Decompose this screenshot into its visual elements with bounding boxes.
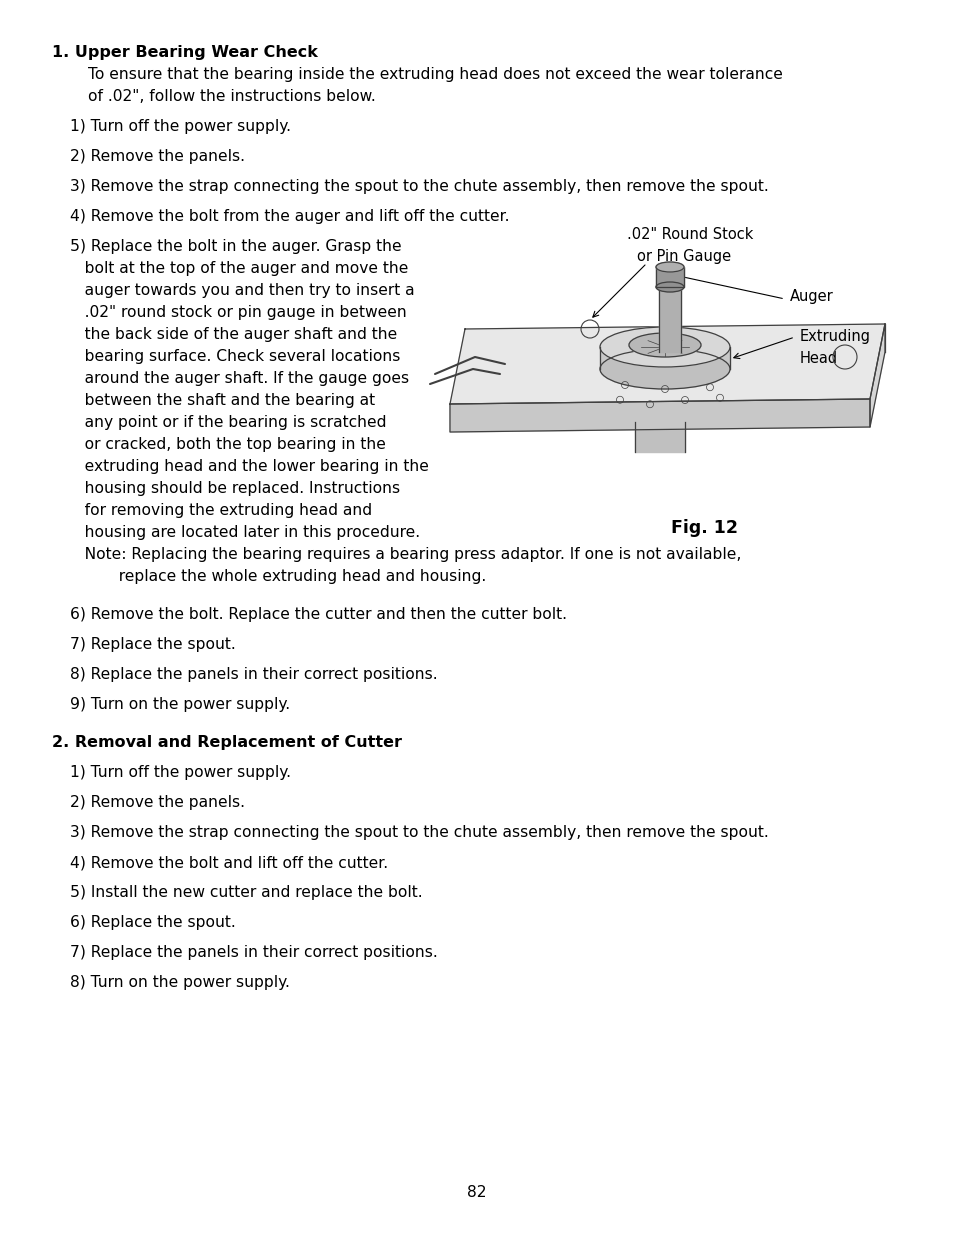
Polygon shape [659, 285, 680, 352]
Text: Head: Head [800, 351, 838, 366]
Polygon shape [450, 399, 869, 432]
Text: extruding head and the lower bearing in the: extruding head and the lower bearing in … [70, 459, 429, 474]
Text: 3) Remove the strap connecting the spout to the chute assembly, then remove the : 3) Remove the strap connecting the spout… [70, 179, 768, 194]
Text: or cracked, both the top bearing in the: or cracked, both the top bearing in the [70, 437, 385, 452]
Text: Note: Replacing the bearing requires a bearing press adaptor. If one is not avai: Note: Replacing the bearing requires a b… [70, 547, 740, 562]
Text: the back side of the auger shaft and the: the back side of the auger shaft and the [70, 327, 396, 342]
Ellipse shape [656, 262, 683, 272]
Text: 6) Remove the bolt. Replace the cutter and then the cutter bolt.: 6) Remove the bolt. Replace the cutter a… [70, 606, 566, 622]
Text: 82: 82 [467, 1186, 486, 1200]
Text: 1) Turn off the power supply.: 1) Turn off the power supply. [70, 119, 291, 135]
Text: 9) Turn on the power supply.: 9) Turn on the power supply. [70, 697, 290, 713]
Text: 2) Remove the panels.: 2) Remove the panels. [70, 795, 245, 810]
Text: 5) Replace the bolt in the auger. Grasp the: 5) Replace the bolt in the auger. Grasp … [70, 240, 401, 254]
Text: Auger: Auger [789, 289, 833, 304]
Text: 1) Turn off the power supply.: 1) Turn off the power supply. [70, 764, 291, 781]
Polygon shape [869, 324, 884, 427]
Text: 7) Replace the panels in their correct positions.: 7) Replace the panels in their correct p… [70, 945, 437, 960]
Text: .02" round stock or pin gauge in between: .02" round stock or pin gauge in between [70, 305, 406, 320]
Text: housing should be replaced. Instructions: housing should be replaced. Instructions [70, 480, 399, 496]
Text: 2. Removal and Replacement of Cutter: 2. Removal and Replacement of Cutter [52, 735, 401, 750]
Text: 5) Install the new cutter and replace the bolt.: 5) Install the new cutter and replace th… [70, 885, 422, 900]
Text: 1. Upper Bearing Wear Check: 1. Upper Bearing Wear Check [52, 44, 317, 61]
Text: around the auger shaft. If the gauge goes: around the auger shaft. If the gauge goe… [70, 370, 409, 387]
Text: Extruding: Extruding [800, 329, 870, 345]
Text: 8) Turn on the power supply.: 8) Turn on the power supply. [70, 974, 290, 990]
Text: Fig. 12: Fig. 12 [671, 519, 738, 537]
Text: any point or if the bearing is scratched: any point or if the bearing is scratched [70, 415, 386, 430]
Text: replace the whole extruding head and housing.: replace the whole extruding head and hou… [70, 569, 486, 584]
Text: .02" Round Stock: .02" Round Stock [626, 227, 753, 242]
Text: 8) Replace the panels in their correct positions.: 8) Replace the panels in their correct p… [70, 667, 437, 682]
Text: To ensure that the bearing inside the extruding head does not exceed the wear to: To ensure that the bearing inside the ex… [88, 67, 782, 82]
Ellipse shape [656, 282, 683, 291]
Text: of .02", follow the instructions below.: of .02", follow the instructions below. [88, 89, 375, 104]
Text: or Pin Gauge: or Pin Gauge [637, 249, 730, 264]
Text: bolt at the top of the auger and move the: bolt at the top of the auger and move th… [70, 261, 408, 275]
Text: between the shaft and the bearing at: between the shaft and the bearing at [70, 393, 375, 408]
Text: 4) Remove the bolt and lift off the cutter.: 4) Remove the bolt and lift off the cutt… [70, 855, 388, 869]
Text: 2) Remove the panels.: 2) Remove the panels. [70, 149, 245, 164]
Text: auger towards you and then try to insert a: auger towards you and then try to insert… [70, 283, 415, 298]
Ellipse shape [628, 333, 700, 357]
Polygon shape [635, 422, 684, 452]
Text: housing are located later in this procedure.: housing are located later in this proced… [70, 525, 419, 540]
Text: 7) Replace the spout.: 7) Replace the spout. [70, 637, 235, 652]
Text: bearing surface. Check several locations: bearing surface. Check several locations [70, 350, 400, 364]
Ellipse shape [599, 327, 729, 367]
Text: for removing the extruding head and: for removing the extruding head and [70, 503, 372, 517]
Polygon shape [599, 347, 729, 369]
Polygon shape [450, 324, 884, 404]
Ellipse shape [599, 350, 729, 389]
Text: 6) Replace the spout.: 6) Replace the spout. [70, 915, 235, 930]
Text: 3) Remove the strap connecting the spout to the chute assembly, then remove the : 3) Remove the strap connecting the spout… [70, 825, 768, 840]
Polygon shape [656, 267, 683, 287]
Text: 4) Remove the bolt from the auger and lift off the cutter.: 4) Remove the bolt from the auger and li… [70, 209, 509, 224]
